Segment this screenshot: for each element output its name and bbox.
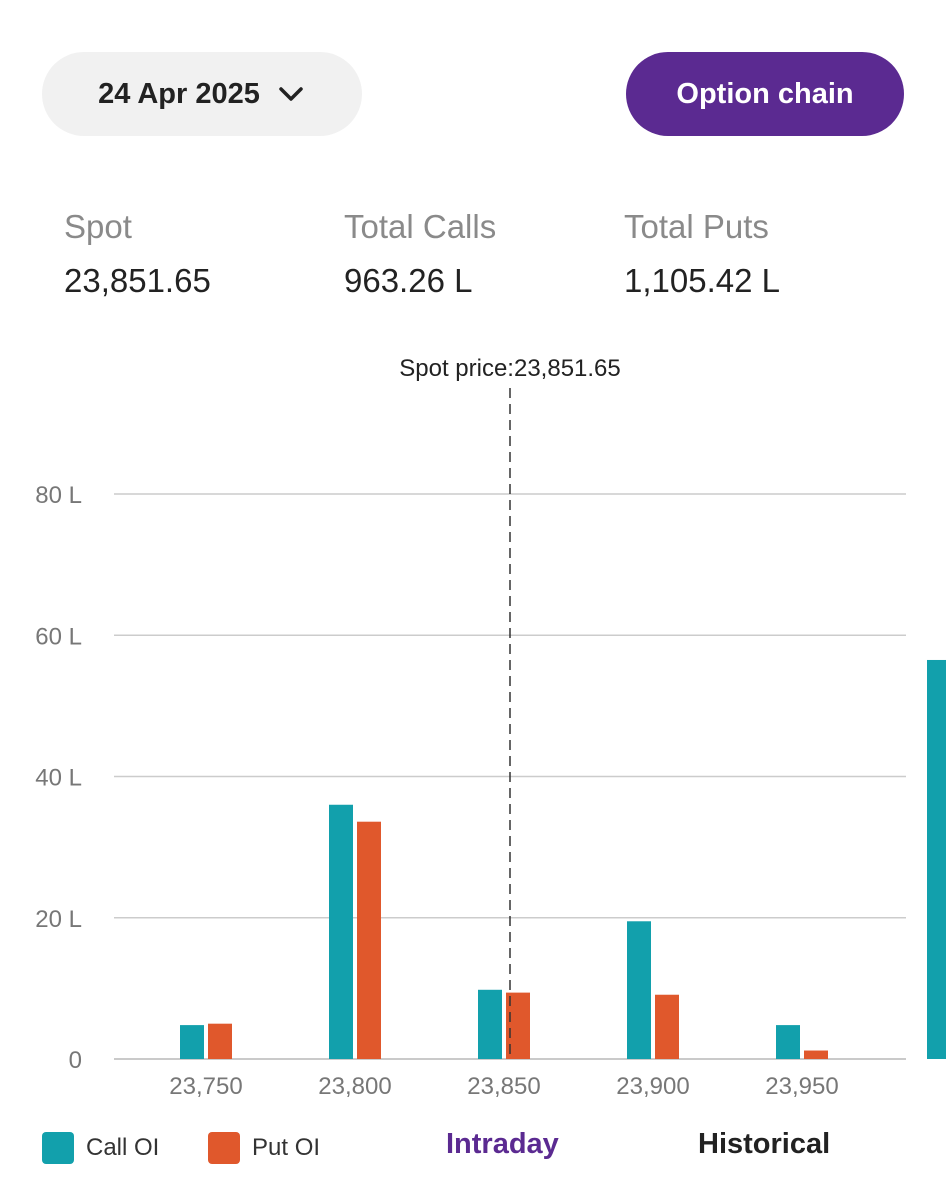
put-oi-bar	[655, 994, 679, 1059]
call-oi-bar	[180, 1025, 204, 1059]
tab-intraday[interactable]: Intraday	[446, 1128, 559, 1160]
total-calls-label: Total Calls	[344, 208, 497, 245]
total-puts-label: Total Puts	[624, 208, 769, 245]
spot-stat: Spot 23,851.65	[64, 206, 211, 302]
put-oi-legend-label: Put OI	[252, 1134, 321, 1161]
call-oi-bar-partial	[927, 659, 946, 1059]
y-tick-label: 40 L	[35, 765, 82, 792]
x-tick-label: 23,850	[467, 1073, 540, 1100]
spot-label: Spot	[64, 208, 132, 245]
total-puts-value: 1,105.42 L	[624, 262, 780, 299]
y-tick-label: 20 L	[35, 906, 82, 933]
call-oi-legend-label: Call OI	[86, 1134, 160, 1161]
legend-put-oi: Put OI	[208, 1126, 320, 1170]
x-tick-label: 23,900	[616, 1073, 689, 1100]
call-oi-swatch	[42, 1132, 74, 1164]
expiry-date-text: 24 Apr 2025	[98, 77, 260, 110]
y-tick-label: 60 L	[35, 623, 82, 650]
oi-bar-chart: 0 20 L 40 L 60 L 80 L 23,750 23,800 23,850 23,90…	[35, 355, 946, 1100]
call-oi-bar	[776, 1025, 800, 1059]
tab-historical[interactable]: Historical	[698, 1128, 831, 1160]
y-tick-label: 80 L	[35, 482, 82, 509]
y-tick-label: 0	[69, 1047, 82, 1074]
legend-call-oi: Call OI	[42, 1126, 159, 1170]
put-oi-bar	[804, 1050, 828, 1059]
option-chain-button[interactable]: Option chain	[626, 52, 904, 136]
x-tick-label: 23,750	[169, 1073, 242, 1100]
spot-price-label: Spot price:23,851.65	[399, 355, 621, 382]
total-puts-stat: Total Puts 1,105.42 L	[624, 206, 780, 302]
spot-value: 23,851.65	[64, 262, 211, 299]
call-oi-bar	[627, 921, 651, 1059]
x-tick-label: 23,950	[765, 1073, 838, 1100]
call-oi-bar	[329, 804, 353, 1059]
put-oi-bar	[357, 821, 381, 1059]
put-oi-bar	[208, 1023, 232, 1059]
chevron-down-icon	[279, 87, 303, 101]
total-calls-stat: Total Calls 963.26 L	[344, 206, 496, 302]
put-oi-swatch	[208, 1132, 240, 1164]
total-calls-value: 963.26 L	[344, 262, 473, 299]
x-tick-label: 23,800	[318, 1073, 391, 1100]
expiry-date-dropdown[interactable]: 24 Apr 2025	[42, 52, 362, 136]
call-oi-bar	[478, 989, 502, 1059]
